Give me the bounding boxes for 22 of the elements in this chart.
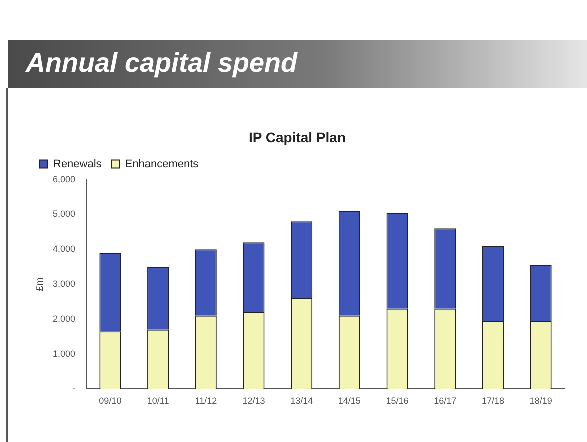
x-tick-label: 16/17 xyxy=(434,396,457,406)
x-tick-label: 15/16 xyxy=(386,396,409,406)
y-tick-label: 2,000 xyxy=(52,314,76,324)
y-tick-label: 1,000 xyxy=(52,348,76,359)
x-tick-label: 11/12 xyxy=(195,396,218,406)
y-tick-label: 4,000 xyxy=(52,244,76,254)
x-tick-label: 09/10 xyxy=(99,396,122,406)
x-tick-label: 13/14 xyxy=(290,396,314,406)
y-tick-label: 3,000 xyxy=(52,278,76,289)
legend-label: Renewals xyxy=(54,158,102,170)
y-tick-label: 5,000 xyxy=(52,209,76,220)
x-tick-label: 18/19 xyxy=(530,396,552,406)
chart-subtitle: IP Capital Plan xyxy=(249,129,346,146)
chart-title: Annual capital spend xyxy=(26,48,298,79)
x-tick-label: 12/13 xyxy=(242,396,266,406)
y-axis-title: £m xyxy=(34,278,46,292)
y-tick-label: 6,000 xyxy=(52,174,76,184)
x-tick-label: 10/11 xyxy=(147,396,170,406)
y-tick-label: - xyxy=(72,384,76,394)
x-tick-label: 14/15 xyxy=(338,396,361,406)
legend-label: Enhancements xyxy=(125,158,200,170)
x-tick-label: 17/18 xyxy=(482,396,504,406)
